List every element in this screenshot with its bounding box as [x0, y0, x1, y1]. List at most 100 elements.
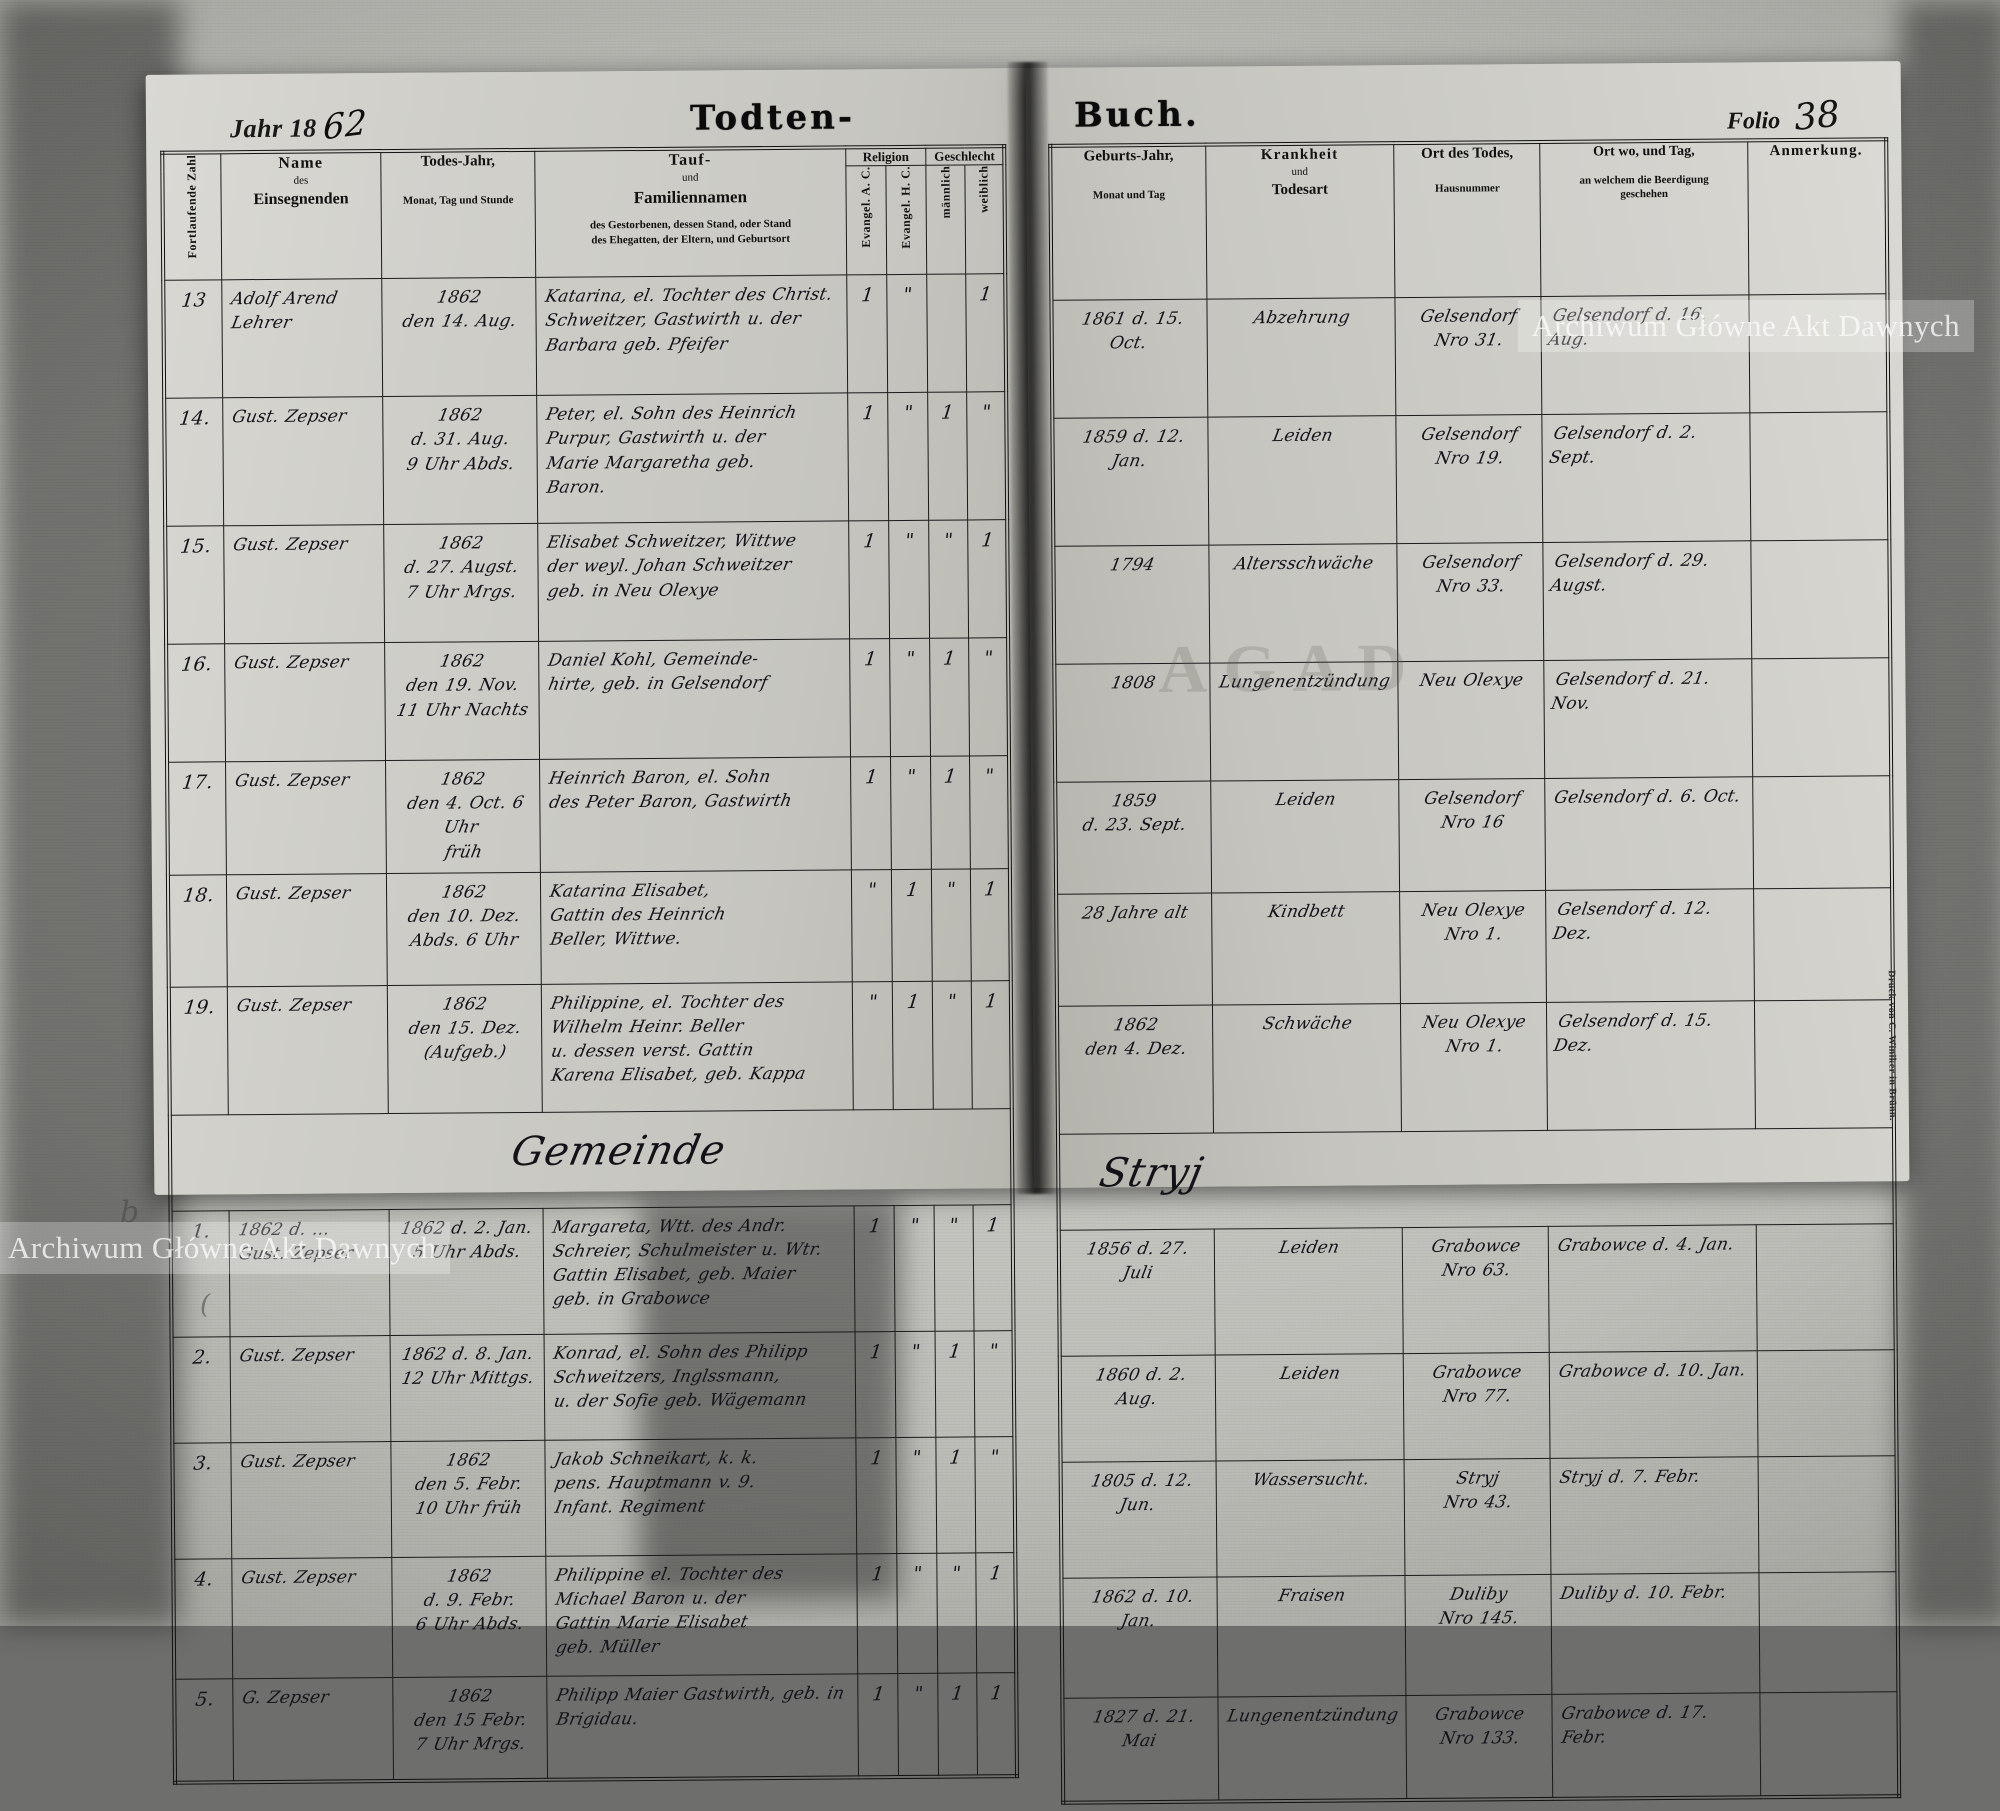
taufname-cell: Peter, el. Sohn des Heinrich Purpur, Gast… — [536, 393, 849, 524]
religion-hc-cell: 1 — [892, 981, 934, 1110]
table-row[interactable]: 14. Gust. Zepser 1862 d. 31. Aug. 9 Uhr Abds… — [164, 391, 1008, 527]
religion-ac-cell: 1 — [846, 274, 888, 394]
geschlecht-maennlich-cell: 1 — [935, 1330, 975, 1437]
table-row[interactable]: 4. Gust. Zepser 1862 d. 9. Febr. 6 Uhr Abds.… — [173, 1552, 1017, 1679]
beerdigung-cell: Grabowce d. 4. Jan. — [1548, 1224, 1757, 1353]
table-row[interactable]: 1859 d. 12. Jan. Leiden Gelsendorf Nro 19. G… — [1052, 411, 1890, 547]
geschlecht-weiblich-cell: 1 — [965, 273, 1007, 393]
religion-ac-cell: 1 — [850, 756, 892, 870]
taufname-cell: Margareta, Wtt. des Andr. Schreier, Schul… — [542, 1205, 855, 1335]
table-row[interactable]: 1827 d. 21. Mai Lungenentzündung Grabowce N… — [1062, 1691, 1900, 1803]
section-divider-row: Gemeinde — [169, 1108, 1013, 1211]
row-number-cell: 16. — [166, 644, 226, 763]
geschlecht-maennlich-cell — [927, 274, 967, 393]
table-row[interactable]: 13 Adolf Arend Lehrer 1862 den 14. Aug. Katar… — [163, 273, 1007, 399]
religion-hc-cell: 1 — [891, 869, 933, 982]
table-row[interactable]: 19. Gust. Zepser 1862 den 15. Dez. (Aufgeb.)… — [168, 980, 1012, 1116]
table-row[interactable]: 1861 d. 15. Oct. Abzehrung Gelsendorf Nro 3… — [1051, 293, 1889, 419]
einsegnender-cell: 1862 d. ... Gust. Zepser — [228, 1209, 391, 1337]
col-header-name: Name des Einsegnenden — [220, 151, 382, 281]
religion-ac-cell: 1 — [856, 1553, 898, 1674]
geschlecht-weiblich-cell: 1 — [976, 1672, 1018, 1777]
geschlecht-maennlich-cell: " — [932, 980, 972, 1110]
col-header-taufname: Tauf- und Familiennamen des Gestorbenen,… — [534, 147, 847, 278]
taufname-cell: Jakob Schneikart, k. k. pens. Hauptmann v… — [544, 1437, 857, 1557]
geschlecht-maennlich-cell: 1 — [930, 756, 970, 870]
todesdatum-cell: 1862 den 14. Aug. — [381, 277, 537, 397]
religion-ac-cell: 1 — [848, 520, 890, 640]
table-row[interactable]: 28 Jahre alt Kindbett Neu Olexye Nro 1. Gels… — [1056, 887, 1893, 1007]
table-row[interactable]: 1859 d. 23. Sept. Leiden Gelsendorf Nro 16 Ge… — [1055, 775, 1893, 895]
row-number-cell: 14. — [164, 398, 224, 527]
table-row[interactable]: 1. 1862 d. ... Gust. Zepser 1862 d. 2. Jan.… — [170, 1204, 1014, 1337]
ort-des-todes-cell: Grabowce Nro 77. — [1403, 1352, 1551, 1460]
geburtsdatum-cell: 1808 — [1054, 663, 1211, 783]
taufname-cell: Katarina Elisabet, Gattin des Heinrich Bel… — [540, 869, 852, 985]
taufname-cell: Philippine, el. Tochter des Wilhelm Heinr… — [541, 981, 853, 1113]
taufname-cell: Philipp Maier Gastwirth, geb. in Brigidau… — [546, 1673, 859, 1781]
row-number-cell: 5. — [174, 1678, 234, 1783]
krankheit-cell: Altersschwäche — [1208, 543, 1398, 664]
religion-ac-cell: 1 — [855, 1437, 897, 1554]
row-number-cell: 15. — [165, 526, 225, 645]
krankheit-cell: Fraisen — [1216, 1575, 1407, 1698]
beerdigung-cell: Gelsendorf d. 15. Dez. — [1546, 1000, 1756, 1131]
row-number-cell: 18. — [167, 874, 227, 988]
geschlecht-weiblich-cell: 1 — [970, 980, 1012, 1109]
taufname-cell: Konrad, el. Sohn des Philipp Schweitzers,… — [543, 1331, 856, 1441]
table-row[interactable]: 1856 d. 27. Juli Leiden Grabowce Nro 63. Grab… — [1058, 1223, 1896, 1357]
printer-credit: Druck von C. Winiker in Brünn. — [1885, 970, 1898, 1122]
section-divider-right: Stryj — [1057, 1127, 1895, 1231]
col-header-ort-des-todes: Ort des Todes, Hausnummer — [1393, 141, 1542, 298]
year-value: 62 — [322, 102, 368, 149]
einsegnender-cell: Gust. Zepser — [229, 1335, 392, 1443]
ort-des-todes-cell: Grabowce Nro 63. — [1402, 1226, 1550, 1354]
anmerkung-cell — [1754, 999, 1894, 1129]
anmerkung-cell — [1758, 1571, 1899, 1693]
religion-hc-cell: " — [895, 1330, 937, 1438]
table-row[interactable]: 17. Gust. Zepser 1862 den 4. Oct. 6 Uhr früh… — [167, 755, 1010, 876]
anmerkung-cell — [1753, 887, 1893, 1001]
table-row[interactable]: 1808 Lungenentzündung Neu Olexye Gelsendorf… — [1054, 657, 1892, 783]
table-row[interactable]: 1860 d. 2. Aug. Leiden Grabowce Nro 77. Grab… — [1059, 1349, 1897, 1463]
right-page: Buch. Folio 38 Geburts-Jahr, Monat und Ta… — [1048, 61, 1902, 1805]
einsegnender-cell: Gust. Zepser — [223, 524, 385, 645]
table-row[interactable]: 15. Gust. Zepser 1862 d. 27. Augst. 7 Uhr Mr… — [165, 519, 1009, 645]
religion-ac-cell: 1 — [847, 392, 889, 522]
left-page-caption: Jahr 18 62 Todten- — [160, 90, 1006, 151]
geschlecht-weiblich-cell: " — [968, 637, 1010, 757]
table-row[interactable]: 1862 den 4. Dez. Schwäche Neu Olexye Nro 1. G… — [1056, 999, 1894, 1135]
folio-label: Folio 38 — [1726, 93, 1842, 139]
section-divider-row: Stryj — [1057, 1127, 1895, 1231]
religion-hc-cell: " — [886, 274, 929, 393]
anmerkung-cell — [1759, 1691, 1900, 1797]
anmerkung-cell — [1749, 411, 1890, 541]
anmerkung-cell — [1748, 293, 1889, 413]
table-row[interactable]: 5. G. Zepser 1862 den 15 Febr. 7 Uhr Mrgs. Ph… — [174, 1672, 1018, 1783]
geschlecht-maennlich-cell: 1 — [938, 1672, 978, 1777]
table-row[interactable]: 1862 d. 10. Jan. Fraisen Duliby Nro 145. Dul… — [1061, 1571, 1899, 1699]
table-row[interactable]: 1805 d. 12. Jun. Wassersucht. Stryj Nro 43.… — [1060, 1455, 1898, 1579]
table-row[interactable]: 3. Gust. Zepser 1862 den 5. Febr. 10 Uhr frü… — [172, 1436, 1016, 1559]
row-number-cell: 2. — [171, 1336, 231, 1443]
geburtsdatum-cell: 1827 d. 21. Mai — [1062, 1697, 1219, 1803]
todesdatum-cell: 1862 d. 9. Febr. 6 Uhr Abds. — [391, 1556, 547, 1678]
table-row[interactable]: 1794 Altersschwäche Gelsendorf Nro 33. Gelse… — [1053, 539, 1891, 665]
col-header-anmerkung: Anmerkung. — [1747, 139, 1888, 295]
beerdigung-cell: Gelsendorf d. 6. Oct. — [1545, 776, 1754, 891]
anmerkung-cell — [1756, 1349, 1897, 1457]
table-row[interactable]: 18. Gust. Zepser 1862 den 10. Dez. Abds. 6 U… — [167, 868, 1011, 988]
register-table-left: Fortlaufende Zahl Name des Einsegnenden … — [160, 144, 1020, 1785]
col-header-todesjahr: Todes-Jahr, Monat, Tag und Stunde — [380, 149, 536, 279]
religion-ac-cell: " — [851, 869, 893, 982]
krankheit-cell: Leiden — [1213, 1227, 1404, 1356]
col-header-geschlecht-maennlich: männlich — [926, 165, 966, 275]
krankheit-cell: Lungenentzündung — [1209, 661, 1399, 782]
table-row[interactable]: 2. Gust. Zepser 1862 d. 8. Jan. 12 Uhr Mitt… — [171, 1330, 1015, 1443]
stray-pencil-mark: ( — [200, 1290, 211, 1320]
col-header-krankheit: Krankheit und Todesart — [1205, 143, 1396, 300]
table-row[interactable]: 16. Gust. Zepser 1862 den 19. Nov. 11 Uhr Na… — [166, 637, 1010, 763]
col-header-beerdigung: Ort wo, und Tag, an welchem die Beerdigu… — [1540, 140, 1749, 297]
geschlecht-weiblich-cell: 1 — [975, 1552, 1017, 1673]
section-divider-left: Gemeinde — [169, 1108, 1013, 1211]
